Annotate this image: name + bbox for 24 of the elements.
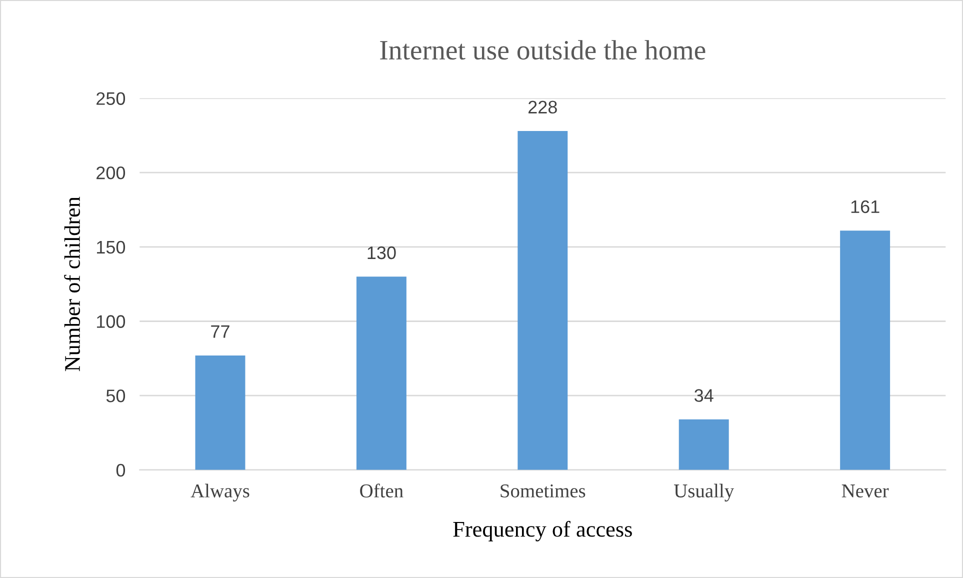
y-tick-label: 250: [96, 92, 126, 105]
y-axis-title: Number of children: [64, 196, 80, 372]
x-axis-title: Frequency of access: [453, 520, 632, 542]
data-label: 228: [528, 100, 557, 114]
y-tick-label: 0: [116, 464, 126, 477]
bar: [356, 276, 406, 470]
x-tick-label: Usually: [674, 484, 734, 502]
data-label: 77: [211, 325, 230, 338]
y-tick-label: 100: [97, 315, 126, 328]
x-tick-label: Always: [190, 484, 250, 502]
y-tick-label: 150: [97, 240, 126, 254]
y-tick-label: 50: [106, 390, 126, 402]
bar: [840, 230, 890, 470]
bar: [518, 130, 568, 470]
data-label: 161: [851, 200, 880, 214]
x-tick-label: Never: [842, 484, 889, 498]
bar: [678, 419, 729, 470]
bar: [195, 355, 246, 470]
x-tick-label: Often: [360, 484, 404, 498]
data-label: 34: [694, 389, 714, 402]
x-tick-label: Sometimes: [500, 484, 586, 498]
y-tick-label: 200: [96, 166, 126, 180]
chart-title: Internet use outside the home: [380, 40, 706, 60]
data-label: 130: [368, 246, 396, 260]
